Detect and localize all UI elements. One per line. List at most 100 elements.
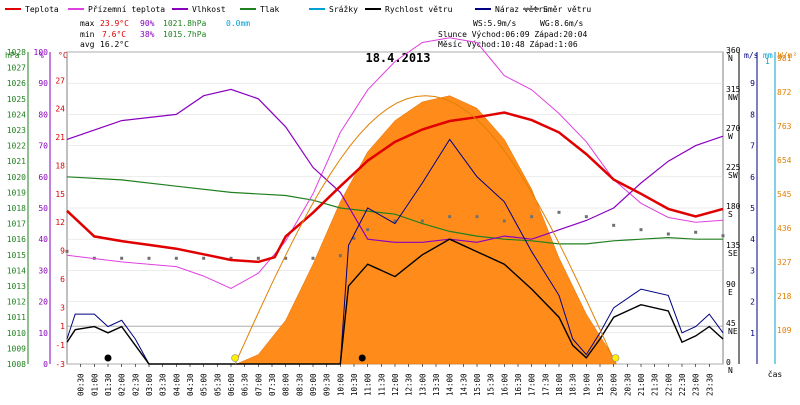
tick-hpa-8: 1020 xyxy=(7,173,26,182)
series-pressure xyxy=(66,176,723,245)
tick-degc-8: 3 xyxy=(60,303,65,312)
x-tick-label-41: 21:00 xyxy=(637,373,646,396)
x-tick-label-43: 22:00 xyxy=(664,373,673,396)
tick-pct-2: 80 xyxy=(38,110,48,119)
x-tick-label-19: 10:00 xyxy=(336,373,345,396)
tick-deg-0: 360 xyxy=(726,46,741,55)
moon-rise-icon xyxy=(358,354,366,362)
tick-hpa-19: 1009 xyxy=(7,344,26,353)
x-tick-label-21: 11:00 xyxy=(364,373,373,396)
point-wind-dir xyxy=(448,215,452,219)
x-tick-label-32: 16:30 xyxy=(514,373,523,396)
tick-pct-6: 40 xyxy=(38,235,48,244)
x-tick-label-7: 04:00 xyxy=(172,373,181,396)
tick-hpa-16: 1012 xyxy=(7,298,26,307)
point-wind-dir xyxy=(366,228,370,232)
tick-ms-4: 5 xyxy=(750,204,755,213)
x-tick-label-2: 01:30 xyxy=(104,373,113,396)
tick-deg-4: 180 xyxy=(726,202,741,211)
tick-pct-5: 50 xyxy=(38,204,48,213)
point-wind-dir xyxy=(530,215,534,219)
tick-hpa-14: 1014 xyxy=(7,266,26,275)
x-tick-label-11: 06:00 xyxy=(227,373,236,396)
x-tick-label-8: 04:30 xyxy=(186,373,195,396)
point-wind-dir xyxy=(284,256,288,260)
x-tick-label-31: 16:00 xyxy=(500,373,509,396)
x-tick-label-37: 19:00 xyxy=(582,373,591,396)
point-wind-dir xyxy=(420,219,424,223)
legend-label-1: Přízemní teplota xyxy=(88,5,165,14)
tick-dir-6: E xyxy=(728,288,733,297)
x-tick-label-44: 22:30 xyxy=(678,373,687,396)
x-tick-label-29: 15:00 xyxy=(473,373,482,396)
legend: Teplota Přízemní teplota Vlhkost Tlak Srážky… xyxy=(5,5,591,14)
unit-degc: °C xyxy=(58,51,68,60)
tick-ms-1: 8 xyxy=(750,110,755,119)
point-wind-dir xyxy=(311,256,315,260)
info-wg: WG:8.6m/s xyxy=(540,19,584,28)
x-tick-label-39: 20:00 xyxy=(610,373,619,396)
legend-label-7: Směr větru xyxy=(543,5,591,14)
tick-pct-4: 60 xyxy=(38,173,48,182)
tick-ms-8: 1 xyxy=(750,329,755,338)
x-tick-label-30: 15:30 xyxy=(487,373,496,396)
x-tick-label-38: 19:30 xyxy=(596,373,605,396)
tick-hpa-2: 1026 xyxy=(7,79,26,88)
tick-ms-6: 3 xyxy=(750,266,755,275)
x-tick-label-20: 10:30 xyxy=(350,373,359,396)
stat-max-label: max xyxy=(80,19,95,28)
tick-hpa-6: 1022 xyxy=(7,142,26,151)
point-wind-dir xyxy=(502,219,506,223)
point-wind-dir xyxy=(174,256,178,260)
legend-label-5: Rychlost větru xyxy=(385,5,453,14)
tick-deg-2: 270 xyxy=(726,124,741,133)
point-wind-dir xyxy=(256,256,260,260)
tick-wm2-1: 872 xyxy=(777,88,792,97)
info-sun: Slunce Východ:06:09 Západ:20:04 xyxy=(438,30,587,39)
x-tick-label-42: 21:30 xyxy=(651,373,660,396)
tick-pct-7: 30 xyxy=(38,266,48,275)
legend-label-3: Tlak xyxy=(260,5,279,14)
tick-dir-0: N xyxy=(728,54,733,63)
tick-hpa-20: 1008 xyxy=(7,360,26,369)
tick-degc-7: 6 xyxy=(60,275,65,284)
x-tick-label-4: 02:30 xyxy=(131,373,140,396)
point-wind-dir xyxy=(721,234,725,238)
tick-degc-2: 21 xyxy=(55,133,65,142)
unit-hpa: hPa xyxy=(5,51,20,60)
chart-title: 18.4.2013 xyxy=(365,51,430,65)
info-moon: Měsíc Východ:10:48 Západ:1:06 xyxy=(438,40,578,49)
tick-degc-11: -3 xyxy=(55,360,65,369)
point-wind-dir xyxy=(352,236,356,240)
x-tick-label-25: 13:00 xyxy=(418,373,427,396)
stat-min-hum: 38% xyxy=(140,30,155,39)
x-tick-label-17: 09:00 xyxy=(309,373,318,396)
series-wind-speed xyxy=(66,238,724,365)
tick-ms-2: 7 xyxy=(750,142,755,151)
tick-dir-2: W xyxy=(728,132,733,141)
tick-pct-9: 10 xyxy=(38,329,48,338)
tick-pct-1: 90 xyxy=(38,79,48,88)
tick-ms-7: 2 xyxy=(750,298,755,307)
x-tick-label-46: 23:30 xyxy=(705,373,714,396)
unit-ms: m/s xyxy=(744,51,759,60)
stat-max-temp: 23.9°C xyxy=(100,19,129,28)
point-wind-dir xyxy=(147,256,151,260)
tick-hpa-5: 1023 xyxy=(7,126,26,135)
tick-dir-3: SW xyxy=(728,171,738,180)
tick-deg-6: 90 xyxy=(726,280,736,289)
tick-deg-8: 0 xyxy=(726,358,731,367)
series-sun-arc xyxy=(234,95,617,365)
stat-min-label: min xyxy=(80,30,95,39)
tick-degc-9: 1 xyxy=(60,322,65,331)
x-tick-label-22: 11:30 xyxy=(377,373,386,396)
tick-hpa-12: 1016 xyxy=(7,235,26,244)
tick-mm-0: 1 xyxy=(765,57,770,66)
tick-dir-7: NE xyxy=(728,327,738,336)
series-humidity xyxy=(66,88,724,243)
tick-hpa-9: 1019 xyxy=(7,188,26,197)
point-wind-dir xyxy=(229,256,233,260)
unit-mm: mm xyxy=(763,51,773,60)
